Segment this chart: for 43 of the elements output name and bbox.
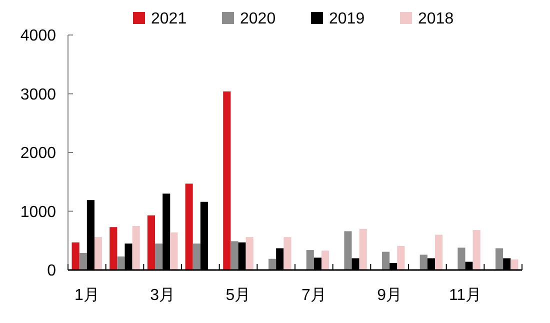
bar [132, 226, 140, 270]
legend-label: 2021 [151, 10, 187, 28]
bar [110, 227, 118, 270]
bar [117, 256, 125, 270]
bar [306, 250, 314, 270]
bar [79, 252, 87, 270]
bar [268, 258, 276, 270]
x-tick-label: 1月 [74, 287, 100, 304]
y-tick-label: 0 [47, 262, 56, 280]
y-tick-label: 4000 [20, 28, 56, 45]
bar [510, 259, 518, 270]
y-tick-label: 1000 [20, 204, 56, 221]
bar [420, 254, 428, 270]
bar [72, 242, 80, 270]
legend-label: 2019 [329, 10, 365, 28]
bar [192, 244, 200, 270]
bar [170, 232, 178, 270]
bar [246, 237, 254, 270]
legend-label: 2018 [418, 10, 454, 28]
bar [94, 237, 102, 270]
bar [185, 184, 193, 270]
bar [382, 252, 390, 270]
bar [458, 248, 466, 270]
bar [155, 244, 163, 270]
bar [230, 241, 238, 270]
legend-label: 2020 [240, 10, 276, 28]
x-tick-label: 7月 [301, 287, 326, 304]
x-tick-label: 9月 [377, 287, 402, 304]
x-tick-label: 11月 [448, 287, 482, 304]
bar [321, 250, 330, 270]
y-tick-label: 2000 [20, 145, 56, 162]
bar [472, 230, 480, 270]
x-tick-label: 3月 [150, 287, 176, 304]
bar [284, 237, 292, 270]
bar [496, 248, 504, 270]
y-tick-label: 3000 [20, 86, 56, 104]
bar [223, 91, 231, 270]
bar [434, 234, 443, 270]
x-tick-label: 5月 [226, 287, 251, 304]
bar [397, 246, 405, 270]
bar [359, 228, 367, 270]
bar [344, 231, 352, 270]
bar [147, 215, 156, 270]
